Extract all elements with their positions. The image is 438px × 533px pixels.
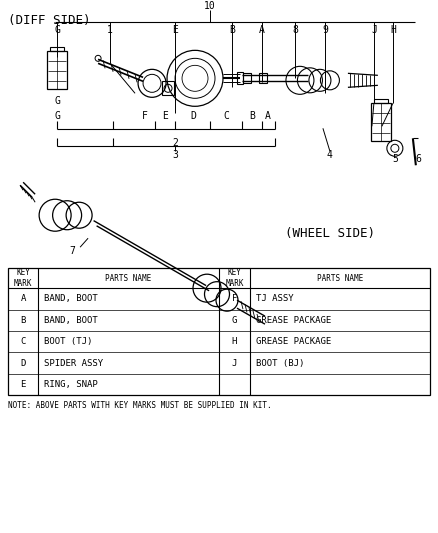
Text: E: E <box>162 111 168 122</box>
Bar <box>259 74 267 83</box>
Text: 3: 3 <box>172 150 178 160</box>
Bar <box>162 82 174 95</box>
Text: G: G <box>54 111 60 122</box>
Text: 4: 4 <box>327 150 333 160</box>
Text: GREASE PACKAGE: GREASE PACKAGE <box>256 337 331 346</box>
Bar <box>50 47 64 51</box>
Text: PARTS NAME: PARTS NAME <box>317 273 363 282</box>
Text: C: C <box>21 337 26 346</box>
Text: BAND, BOOT: BAND, BOOT <box>44 316 98 325</box>
Text: F: F <box>232 294 237 303</box>
Text: B: B <box>249 111 255 122</box>
Text: BAND, BOOT: BAND, BOOT <box>44 294 98 303</box>
Text: G: G <box>54 96 60 106</box>
Text: E: E <box>172 26 178 35</box>
Text: 2: 2 <box>172 138 178 148</box>
Text: TJ ASSY: TJ ASSY <box>256 294 293 303</box>
Text: 7: 7 <box>69 246 75 256</box>
Text: G: G <box>54 26 60 35</box>
Text: C: C <box>223 111 229 122</box>
Text: F: F <box>142 111 148 122</box>
Bar <box>8 268 430 395</box>
Text: J: J <box>371 26 377 35</box>
Bar <box>237 72 243 84</box>
Text: D: D <box>190 111 196 122</box>
Bar <box>371 103 391 141</box>
Text: 10: 10 <box>204 2 216 11</box>
Text: A: A <box>259 26 265 35</box>
Text: BOOT (TJ): BOOT (TJ) <box>44 337 92 346</box>
Text: PARTS NAME: PARTS NAME <box>106 273 152 282</box>
Text: G: G <box>232 316 237 325</box>
Text: 8: 8 <box>292 26 298 35</box>
Text: A: A <box>265 111 271 122</box>
Text: KEY
MARK: KEY MARK <box>225 269 244 288</box>
Text: KEY
MARK: KEY MARK <box>14 269 32 288</box>
Text: 9: 9 <box>322 26 328 35</box>
Text: B: B <box>229 26 235 35</box>
Text: 1: 1 <box>107 26 113 35</box>
Text: 6: 6 <box>415 154 421 164</box>
Text: B: B <box>21 316 26 325</box>
Text: H: H <box>232 337 237 346</box>
Text: BOOT (BJ): BOOT (BJ) <box>256 359 304 368</box>
Text: SPIDER ASSY: SPIDER ASSY <box>44 359 103 368</box>
Text: H: H <box>390 26 396 35</box>
Text: (WHEEL SIDE): (WHEEL SIDE) <box>285 227 375 240</box>
Bar <box>47 51 67 90</box>
Bar <box>243 74 251 83</box>
Bar <box>374 99 388 103</box>
Text: (DIFF SIDE): (DIFF SIDE) <box>8 14 91 27</box>
Text: NOTE: ABOVE PARTS WITH KEY MARKS MUST BE SUPPLIED IN KIT.: NOTE: ABOVE PARTS WITH KEY MARKS MUST BE… <box>8 401 272 409</box>
Text: D: D <box>21 359 26 368</box>
Text: J: J <box>232 359 237 368</box>
Text: A: A <box>21 294 26 303</box>
Text: 5: 5 <box>392 154 398 164</box>
Text: E: E <box>21 380 26 389</box>
Text: RING, SNAP: RING, SNAP <box>44 380 98 389</box>
Text: GREASE PACKAGE: GREASE PACKAGE <box>256 316 331 325</box>
